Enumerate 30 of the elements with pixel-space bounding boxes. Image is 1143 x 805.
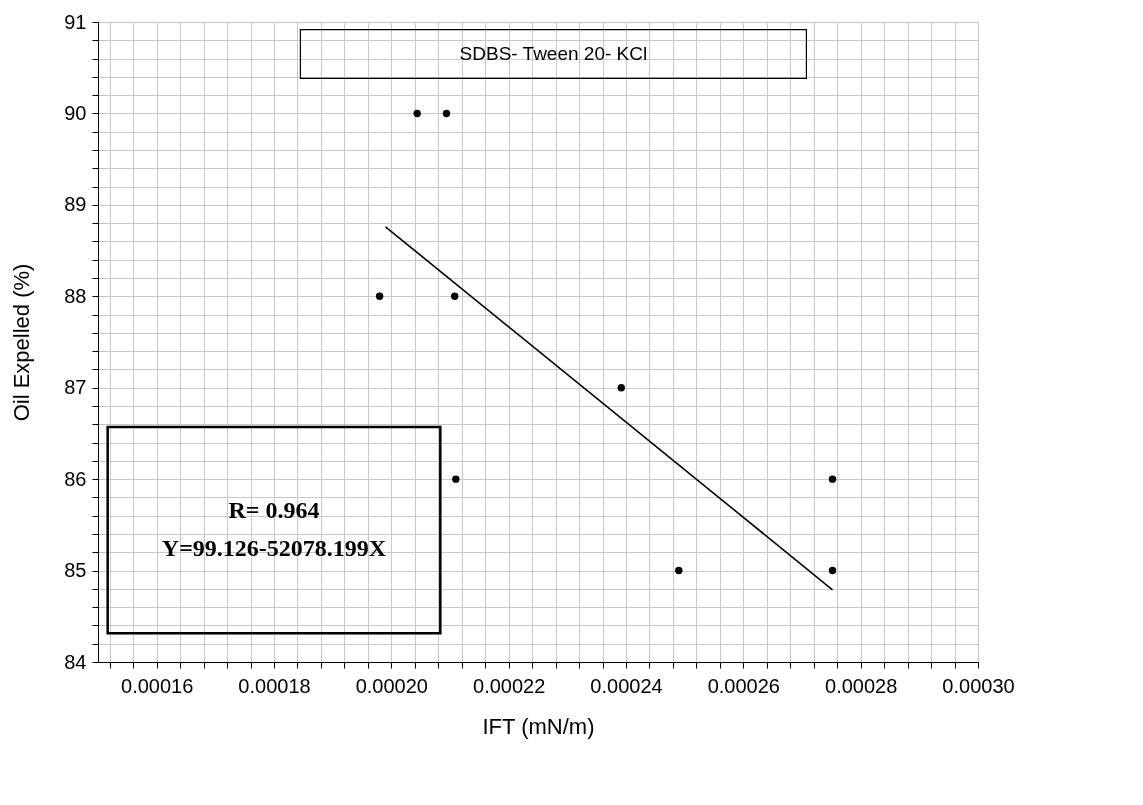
point bbox=[828, 475, 837, 483]
point bbox=[442, 109, 451, 118]
point bbox=[413, 109, 421, 118]
x-tick-label: 0.00030 bbox=[942, 674, 1015, 697]
y-tick-label: 84 bbox=[64, 650, 87, 673]
y-tick-label: 86 bbox=[64, 467, 87, 490]
point bbox=[452, 475, 460, 483]
x-tick-label: 0.00018 bbox=[238, 674, 311, 697]
y-tick-label: 91 bbox=[64, 10, 87, 33]
point bbox=[450, 292, 459, 300]
y-tick-label: 90 bbox=[64, 101, 87, 124]
x-tick-label: 0.00024 bbox=[590, 674, 663, 697]
point bbox=[617, 384, 626, 392]
y-tick-label: 89 bbox=[64, 193, 87, 216]
x-tick-label: 0.00016 bbox=[121, 674, 194, 697]
annotation: Y=99.126-52078.199X bbox=[161, 535, 387, 562]
point bbox=[828, 566, 837, 575]
y-tick-label: 85 bbox=[64, 559, 87, 582]
annotation: R= 0.964 bbox=[228, 496, 320, 523]
point bbox=[375, 292, 384, 300]
x-tick-label: 0.00020 bbox=[355, 674, 428, 697]
x-axis-title: IFT (mN/m) bbox=[482, 713, 595, 739]
x-tick-label: 0.00028 bbox=[825, 674, 898, 697]
y-axis-title: Oil Expelled (%) bbox=[9, 263, 35, 422]
x-tick-label: 0.00026 bbox=[707, 674, 780, 697]
y-tick-label: 87 bbox=[64, 376, 87, 399]
x-tick-label: 0.00022 bbox=[473, 674, 546, 697]
annotation: SDBS- Tween 20- KCl bbox=[459, 43, 648, 64]
y-tick-label: 88 bbox=[64, 284, 87, 307]
point bbox=[675, 566, 683, 575]
